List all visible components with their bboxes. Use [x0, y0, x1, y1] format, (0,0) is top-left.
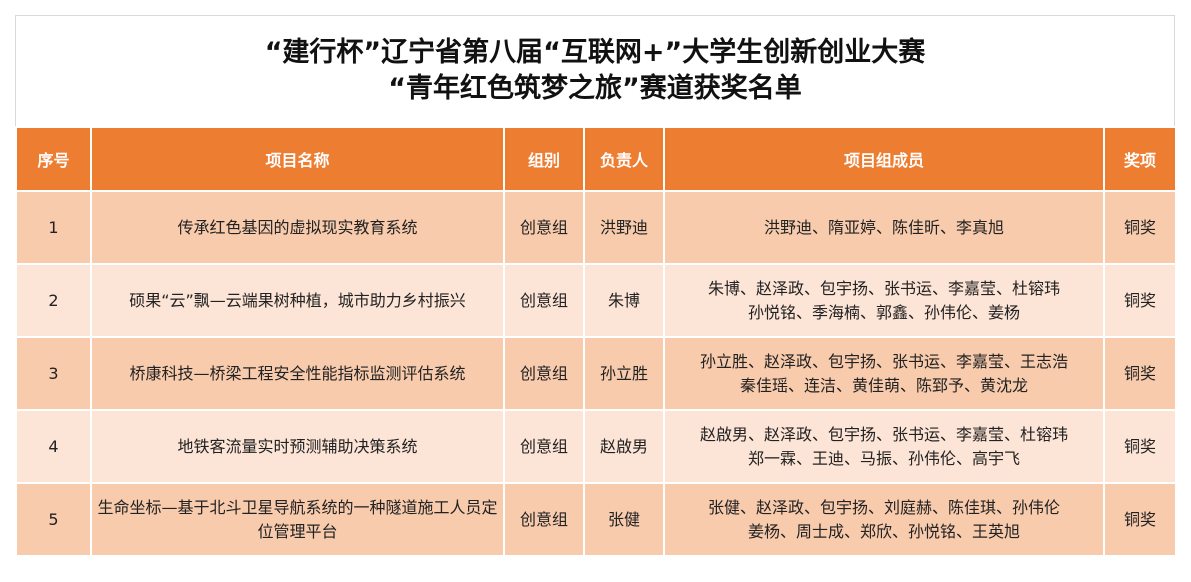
cell-leader: 赵啟男 [583, 409, 665, 484]
cell-members: 张健、赵泽政、包宇扬、刘庭赫、陈佳琪、孙伟伦 姜杨、周士成、郑欣、孙悦铭、王英旭 [663, 482, 1105, 557]
cell-members: 朱博、赵泽政、包宇扬、张书运、李嘉莹、杜镕玮 孙悦铭、季海楠、郭鑫、孙伟伦、姜杨 [663, 263, 1105, 338]
member-line: 孙立胜、赵泽政、包宇扬、张书运、李嘉莹、王志浩 [699, 351, 1068, 371]
cell-leader: 朱博 [583, 263, 665, 338]
award-table: 序号 项目名称 组别 负责人 项目组成员 奖项 1 传承红色基因的虚拟现实教育系统… [15, 126, 1177, 557]
cell-award: 铜奖 [1103, 482, 1177, 557]
member-line: 朱博、赵泽政、包宇扬、张书运、李嘉莹、杜镕玮 [707, 278, 1060, 298]
header-no: 序号 [15, 126, 92, 192]
member-line: 赵啟男、赵泽政、包宇扬、张书运、李嘉莹、杜镕玮 [699, 424, 1068, 444]
cell-no: 5 [15, 482, 92, 557]
header-award: 奖项 [1103, 126, 1177, 192]
cell-award: 铜奖 [1103, 190, 1177, 265]
cell-project: 桥康科技—桥梁工程安全性能指标监测评估系统 [90, 336, 505, 411]
cell-group: 创意组 [503, 336, 585, 411]
member-line: 洪野迪、隋亚婷、陈佳昕、李真旭 [763, 217, 1004, 237]
cell-no: 4 [15, 409, 92, 484]
cell-members: 孙立胜、赵泽政、包宇扬、张书运、李嘉莹、王志浩 秦佳瑶、连洁、黄佳萌、陈郅予、黄沈… [663, 336, 1105, 411]
member-line: 郑一霖、王迪、马振、孙伟伦、高宇飞 [747, 448, 1020, 468]
document-title: “建行杯”辽宁省第八届“互联网+”大学生创新创业大赛 “青年红色筑梦之旅”赛道获… [15, 15, 1175, 126]
member-line: 姜杨、周士成、郑欣、孙悦铭、王英旭 [747, 521, 1020, 541]
cell-group: 创意组 [503, 482, 585, 557]
cell-award: 铜奖 [1103, 409, 1177, 484]
table-row: 2 硕果“云”飘—云端果树种植，城市助力乡村振兴 创意组 朱博 朱博、赵泽政、包宇扬、张… [15, 263, 1177, 338]
cell-group: 创意组 [503, 409, 585, 484]
cell-award: 铜奖 [1103, 336, 1177, 411]
cell-group: 创意组 [503, 190, 585, 265]
member-line: 孙悦铭、季海楠、郭鑫、孙伟伦、姜杨 [747, 302, 1020, 322]
title-line-1: “建行杯”辽宁省第八届“互联网+”大学生创新创业大赛 [264, 37, 926, 68]
header-members: 项目组成员 [663, 126, 1105, 192]
member-line: 张健、赵泽政、包宇扬、刘庭赫、陈佳琪、孙伟伦 [707, 497, 1060, 517]
cell-members: 赵啟男、赵泽政、包宇扬、张书运、李嘉莹、杜镕玮 郑一霖、王迪、马振、孙伟伦、高宇飞 [663, 409, 1105, 484]
cell-project: 生命坐标—基于北斗卫星导航系统的一种隧道施工人员定位管理平台 [90, 482, 505, 557]
table-header-row: 序号 项目名称 组别 负责人 项目组成员 奖项 [15, 126, 1177, 192]
cell-leader: 张健 [583, 482, 665, 557]
title-line-2: “青年红色筑梦之旅”赛道获奖名单 [388, 73, 802, 104]
cell-group: 创意组 [503, 263, 585, 338]
header-project: 项目名称 [90, 126, 505, 192]
table-row: 5 生命坐标—基于北斗卫星导航系统的一种隧道施工人员定位管理平台 创意组 张健 张健、赵… [15, 482, 1177, 557]
table-row: 3 桥康科技—桥梁工程安全性能指标监测评估系统 创意组 孙立胜 孙立胜、赵泽政、包宇扬、… [15, 336, 1177, 411]
cell-leader: 孙立胜 [583, 336, 665, 411]
cell-members: 洪野迪、隋亚婷、陈佳昕、李真旭 [663, 190, 1105, 265]
cell-no: 2 [15, 263, 92, 338]
table-row: 4 地铁客流量实时预测辅助决策系统 创意组 赵啟男 赵啟男、赵泽政、包宇扬、张书运、李嘉… [15, 409, 1177, 484]
member-line: 秦佳瑶、连洁、黄佳萌、陈郅予、黄沈龙 [739, 375, 1028, 395]
header-group: 组别 [503, 126, 585, 192]
header-leader: 负责人 [583, 126, 665, 192]
table-row: 1 传承红色基因的虚拟现实教育系统 创意组 洪野迪 洪野迪、隋亚婷、陈佳昕、李真旭 铜奖 [15, 190, 1177, 265]
cell-project: 硕果“云”飘—云端果树种植，城市助力乡村振兴 [90, 263, 505, 338]
cell-award: 铜奖 [1103, 263, 1177, 338]
cell-no: 3 [15, 336, 92, 411]
cell-project: 地铁客流量实时预测辅助决策系统 [90, 409, 505, 484]
cell-project: 传承红色基因的虚拟现实教育系统 [90, 190, 505, 265]
cell-no: 1 [15, 190, 92, 265]
cell-leader: 洪野迪 [583, 190, 665, 265]
